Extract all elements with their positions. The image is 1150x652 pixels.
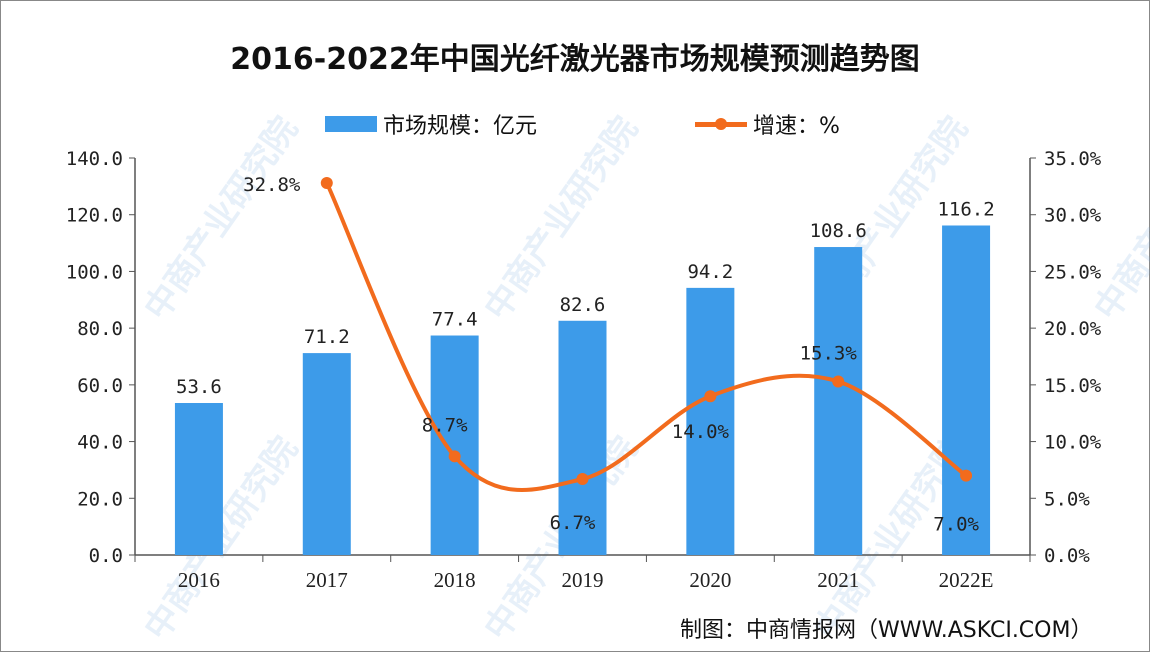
legend-item-growth: 增速：% [695, 108, 840, 140]
left-tick-label: 100.0 [66, 261, 123, 283]
growth-point [832, 375, 845, 388]
x-tick-label: 2021 [817, 568, 859, 592]
left-tick-label: 140.0 [66, 148, 123, 170]
source-note: 制图：中商情报网（WWW.ASKCI.COM） [680, 618, 1093, 643]
left-tick-label: 60.0 [77, 375, 123, 397]
legend-swatch-line [695, 117, 747, 130]
legend-label: 市场规模：亿元 [383, 114, 538, 139]
bar [302, 353, 351, 555]
growth-point [576, 473, 589, 486]
x-tick-label: 2018 [434, 568, 476, 592]
x-tick-label: 2022E [939, 568, 994, 592]
growth-point [704, 390, 717, 403]
x-tick-label: 2017 [306, 568, 348, 592]
bar [942, 225, 991, 556]
growth-label: 8.7% [422, 414, 468, 436]
left-tick-label: 40.0 [77, 432, 123, 454]
legend-item-market-size: 市场规模：亿元 [325, 108, 537, 140]
growth-point [320, 176, 333, 189]
growth-line [324, 182, 968, 492]
legend-label: 增速：% [753, 114, 840, 139]
legend: 市场规模：亿元 增速：% [0, 108, 1150, 140]
growth-label: 7.0% [933, 514, 979, 536]
growth-point [448, 450, 461, 463]
bar-label: 94.2 [687, 261, 733, 283]
bar-label: 116.2 [937, 198, 994, 220]
x-tick-label: 2019 [562, 568, 604, 592]
x-tick-label: 2020 [689, 568, 731, 592]
growth-point [960, 469, 973, 482]
bar-label: 71.2 [304, 326, 350, 348]
growth-label: 6.7% [550, 512, 596, 534]
bar [814, 247, 863, 555]
bar-label: 108.6 [810, 220, 867, 242]
chart-title: 2016-2022年中国光纤激光器市场规模预测趋势图 [230, 42, 920, 77]
growth-label: 15.3% [800, 342, 858, 364]
right-tick-label: 25.0% [1044, 261, 1102, 283]
right-tick-label: 15.0% [1044, 375, 1102, 397]
bar-label: 77.4 [432, 309, 478, 331]
bar-label: 53.6 [176, 376, 222, 398]
right-tick-label: 0.0% [1044, 545, 1090, 567]
right-tick-label: 5.0% [1044, 488, 1090, 510]
right-tick-label: 20.0% [1044, 318, 1102, 340]
left-tick-label: 0.0 [89, 545, 123, 567]
left-tick-label: 80.0 [77, 318, 123, 340]
growth-label: 32.8% [243, 174, 301, 196]
bar [174, 403, 223, 555]
growth-label: 14.0% [672, 421, 730, 443]
left-tick-label: 20.0 [77, 488, 123, 510]
right-tick-label: 35.0% [1044, 148, 1102, 170]
bar [686, 287, 735, 555]
bar [430, 335, 479, 555]
bar-label: 82.6 [560, 294, 606, 316]
left-tick-label: 120.0 [66, 205, 123, 227]
right-tick-label: 30.0% [1044, 205, 1102, 227]
legend-swatch-bar [325, 116, 377, 132]
right-tick-label: 10.0% [1044, 432, 1102, 454]
bar [558, 320, 607, 555]
x-tick-label: 2016 [178, 568, 220, 592]
